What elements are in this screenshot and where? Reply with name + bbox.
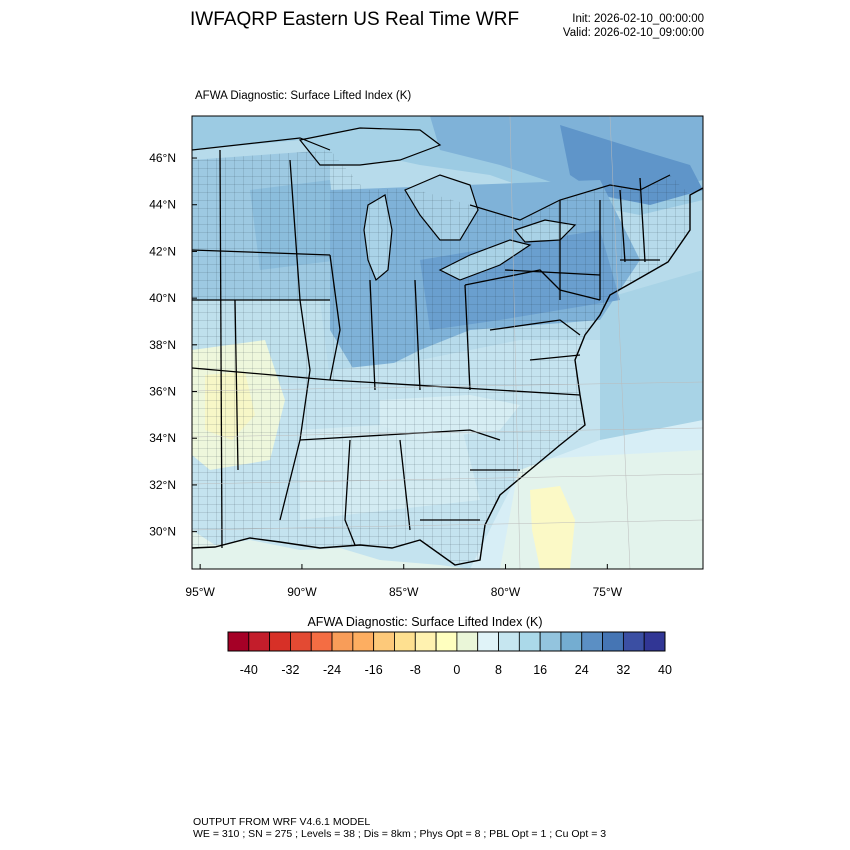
colorbar-swatch — [622, 631, 645, 652]
state-borders — [192, 149, 660, 549]
colorbar-tick-label: 24 — [575, 663, 589, 677]
lon-label: 95°W — [185, 585, 215, 599]
lon-label: 80°W — [491, 585, 521, 599]
colorbar-title: AFWA Diagnostic: Surface Lifted Index (K… — [307, 615, 543, 629]
colorbar-swatch — [414, 631, 437, 652]
lat-label: 44°N — [149, 198, 176, 212]
canada-border — [469, 174, 671, 221]
colorbar-swatch — [435, 631, 458, 652]
main-title: IWFAQRP Eastern US Real Time WRF — [190, 9, 520, 30]
colorbar-tick-labels: -40 -32 -24 -16 -8 0 8 16 24 32 40 — [240, 663, 672, 677]
colorbar-tick-label: -16 — [365, 663, 383, 677]
lat-label: 46°N — [149, 151, 176, 165]
colorbar-swatch — [477, 631, 499, 652]
colorbar-tick-label: 0 — [453, 663, 460, 677]
colorbar-swatch — [643, 631, 666, 652]
field-gulf — [192, 530, 470, 569]
lat-label: 32°N — [149, 478, 176, 492]
colorbar-tick-label: -8 — [410, 663, 421, 677]
colorbar-swatch — [373, 631, 395, 652]
lat-label: 40°N — [149, 291, 176, 305]
lat-label: 36°N — [149, 385, 176, 399]
county-lines — [192, 150, 690, 565]
lat-label: 30°N — [149, 525, 176, 539]
field-ocean-yellow — [530, 486, 575, 569]
longitude-labels: 95°W 90°W 85°W 80°W 75°W — [185, 564, 623, 599]
footer-model-line: OUTPUT FROM WRF V4.6.1 MODEL — [193, 816, 371, 828]
lon-label: 90°W — [287, 585, 317, 599]
colorbar-tick-label: -24 — [323, 663, 341, 677]
lon-label: 75°W — [593, 585, 623, 599]
colorbar-swatch — [310, 631, 333, 652]
init-time: Init: 2026-02-10_00:00:00 — [572, 13, 704, 25]
colorbar-swatch — [518, 631, 541, 652]
colorbar-swatch — [602, 631, 624, 652]
north-border — [192, 137, 331, 151]
colorbar-tick-label: -32 — [281, 663, 299, 677]
colorbar-swatch — [498, 631, 520, 652]
colorbar-swatch — [394, 631, 416, 652]
colorbar-tick-label: 16 — [533, 663, 547, 677]
colorbar — [227, 631, 666, 652]
colorbar-tick-label: 8 — [495, 663, 502, 677]
colorbar-swatch — [560, 631, 583, 652]
lon-label: 85°W — [389, 585, 419, 599]
colorbar-swatch — [248, 631, 271, 652]
colorbar-swatch — [581, 631, 603, 652]
field-ocean-mid — [600, 270, 703, 440]
colorbar-swatch — [331, 631, 354, 652]
colorbar-frame — [227, 631, 666, 652]
colorbar-swatch — [290, 631, 312, 652]
colorbar-swatch — [227, 631, 250, 652]
colorbar-swatch — [456, 631, 479, 652]
colorbar-swatch — [539, 631, 562, 652]
map-figure: 46°N 44°N 42°N 40°N 38°N 36°N 34°N 32°N 30°N 95°… — [149, 115, 704, 677]
map-frame — [191, 115, 704, 570]
colorbar-tick-label: 40 — [658, 663, 672, 677]
footer-config-line: WE = 310 ; SN = 275 ; Levels = 38 ; Dis … — [193, 828, 607, 840]
map-subtitle: AFWA Diagnostic: Surface Lifted Index (K… — [195, 90, 412, 102]
lat-label: 42°N — [149, 244, 176, 258]
valid-time: Valid: 2026-02-10_09:00:00 — [562, 27, 704, 39]
lat-label: 38°N — [149, 338, 176, 352]
colorbar-swatch — [269, 631, 291, 652]
colorbar-tick-label: 32 — [616, 663, 630, 677]
lat-label: 34°N — [149, 431, 176, 445]
graticule — [192, 116, 703, 569]
map-field — [192, 116, 703, 569]
coastline — [192, 187, 703, 566]
latitude-labels: 46°N 44°N 42°N 40°N 38°N 36°N 34°N 32°N 30°N — [149, 151, 197, 539]
colorbar-swatch — [352, 631, 375, 652]
colorbar-tick-label: -40 — [240, 663, 258, 677]
